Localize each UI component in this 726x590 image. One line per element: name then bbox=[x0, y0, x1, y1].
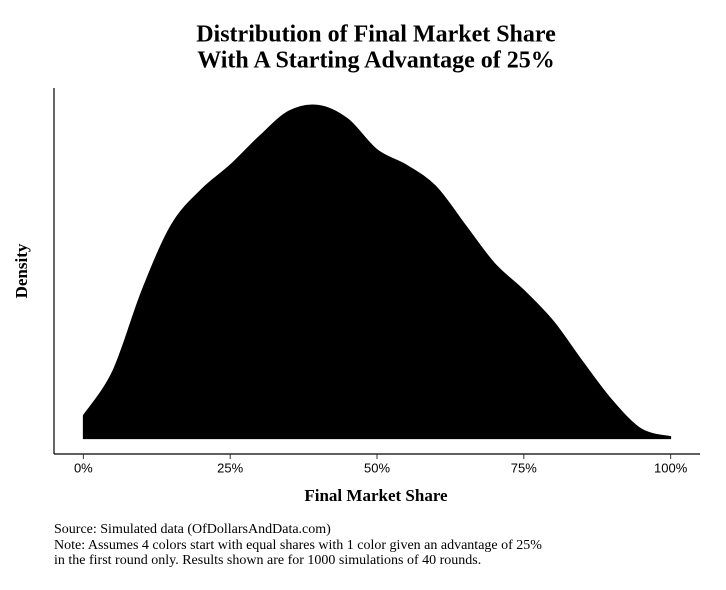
note: Note: Assumes 4 colors start with equal … bbox=[54, 538, 542, 553]
y-axis-label: Density bbox=[12, 243, 31, 298]
x-tick-label: 75% bbox=[511, 460, 537, 475]
note: in the first round only. Results shown a… bbox=[54, 553, 481, 568]
x-tick-label: 50% bbox=[364, 460, 390, 475]
x-axis-label: Final Market Share bbox=[304, 486, 448, 505]
chart-title: Distribution of Final Market Share bbox=[196, 22, 556, 48]
density-area bbox=[82, 104, 672, 440]
chart-title: With A Starting Advantage of 25% bbox=[197, 48, 555, 74]
x-tick-label: 100% bbox=[654, 460, 688, 475]
x-tick-label: 0% bbox=[74, 460, 93, 475]
note: Source: Simulated data (OfDollarsAndData… bbox=[54, 522, 331, 537]
x-tick-label: 25% bbox=[217, 460, 243, 475]
